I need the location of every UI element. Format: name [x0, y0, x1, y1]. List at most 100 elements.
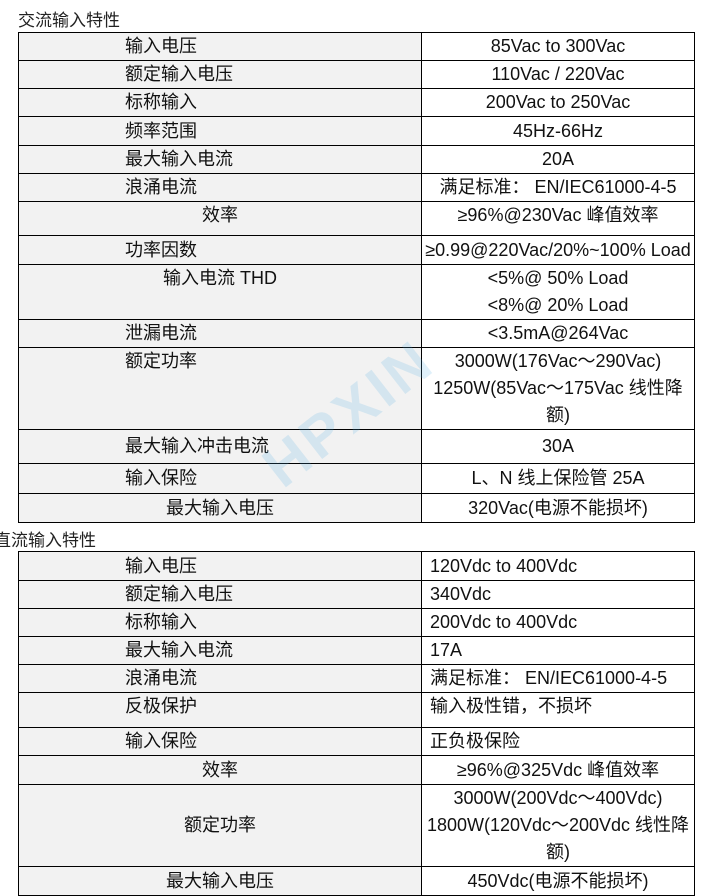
spec-value: ≥96%@325Vdc 峰值效率 [421, 755, 695, 785]
table-row: 效率 ≥96%@325Vdc 峰值效率 [18, 755, 695, 785]
table-row: 输入保险 L、N 线上保险管 25A [18, 463, 695, 494]
dc-section-title: 直流输入特性 [0, 531, 96, 551]
spec-value-line: ≥0.99@220Vac/20%~100% Load [425, 239, 691, 260]
table-row: 最大输入冲击电流 30A [18, 429, 695, 464]
spec-label: 浪涌电流 [18, 173, 422, 202]
spec-value: L、N 线上保险管 25A [421, 463, 695, 494]
table-row: 浪涌电流 满足标准： EN/IEC61000-4-5 [18, 664, 695, 693]
spec-value: ≥96%@230Vac 峰值效率 [421, 201, 695, 236]
spec-value-line: 3000W(176Vac～290Vac) [454, 351, 662, 371]
spec-value: 17A [421, 636, 695, 665]
spec-value-line: 200Vac to 250Vac [485, 92, 631, 112]
spec-label: 最大输入电流 [18, 145, 422, 174]
table-row: 额定输入电压 110Vac / 220Vac [18, 60, 695, 89]
table-row: 额定功率 3000W(200Vdc～400Vdc) 1800W(120Vdc～200… [18, 784, 695, 867]
spec-value: 85Vac to 300Vac [421, 32, 695, 61]
spec-value: 45Hz-66Hz [421, 116, 695, 146]
spec-value: 110Vac / 220Vac [421, 60, 695, 89]
spec-label: 最大输入电压 [18, 866, 422, 896]
spec-value: 输入极性错，不损坏 [421, 692, 695, 728]
spec-label: 效率 [18, 201, 422, 236]
spec-value-line: 200Vdc to 400Vdc [430, 612, 578, 632]
spec-label: 效率 [18, 755, 422, 785]
spec-label: 功率因数 [18, 235, 422, 265]
spec-label: 泄漏电流 [18, 319, 422, 348]
spec-value-line: ≥96%@325Vdc 峰值效率 [456, 759, 660, 780]
spec-value-line: 30A [541, 436, 575, 456]
spec-value: 200Vac to 250Vac [421, 88, 695, 117]
spec-label: 标称输入 [18, 88, 422, 117]
spec-value: 20A [421, 145, 695, 174]
spec-value-line: 正负极保险 [430, 731, 520, 751]
spec-label: 额定功率 [18, 784, 422, 867]
spec-value: 340Vdc [421, 580, 695, 609]
spec-value: 满足标准： EN/IEC61000-4-5 [421, 664, 695, 693]
spec-value-line: 满足标准： EN/IEC61000-4-5 [430, 668, 668, 688]
spec-value-line: 45Hz-66Hz [512, 120, 604, 141]
spec-label: 输入保险 [18, 727, 422, 756]
spec-value-line: 110Vac / 220Vac [491, 64, 625, 84]
spec-value-line: 17A [430, 640, 463, 660]
table-row: 最大输入电压 320Vac(电源不能损坏) [18, 493, 695, 523]
spec-value: <3.5mA@264Vac [421, 319, 695, 348]
spec-value-line: <3.5mA@264Vac [487, 323, 629, 343]
spec-value-line: 1800W(120Vdc～200Vdc 线性降额) [426, 815, 690, 862]
spec-value: 满足标准： EN/IEC61000-4-5 [421, 173, 695, 202]
spec-value-line: L、N 线上保险管 25A [471, 468, 645, 488]
table-row: 额定输入电压 340Vdc [18, 580, 695, 609]
spec-label: 最大输入电流 [18, 636, 422, 665]
spec-value-line: 3000W(200Vdc～400Vdc) [453, 788, 663, 808]
spec-value-line: 320Vac(电源不能损坏) [468, 497, 648, 518]
spec-label: 最大输入电压 [18, 493, 422, 523]
spec-value: 120Vdc to 400Vdc [421, 551, 695, 581]
table-row: 频率范围 45Hz-66Hz [18, 116, 695, 146]
spec-value: 3000W(176Vac～290Vac) 1250W(85Vac～175Vac 线… [421, 347, 695, 430]
spec-label: 输入保险 [18, 463, 422, 494]
table-row: 功率因数 ≥0.99@220Vac/20%~100% Load [18, 235, 695, 265]
spec-label: 额定功率 [18, 347, 422, 430]
spec-value-line: 输入极性错，不损坏 [430, 696, 592, 716]
spec-value: 正负极保险 [421, 727, 695, 756]
table-row: 额定功率 3000W(176Vac～290Vac) 1250W(85Vac～175V… [18, 347, 695, 430]
spec-label: 标称输入 [18, 608, 422, 637]
table-row: 最大输入电流 17A [18, 636, 695, 665]
spec-value-line: 340Vdc [430, 584, 492, 604]
table-row: 标称输入 200Vac to 250Vac [18, 88, 695, 117]
table-row: 反极保护 输入极性错，不损坏 [18, 692, 695, 728]
spec-value-line: <8%@ 20% Load [487, 295, 629, 315]
spec-value: 3000W(200Vdc～400Vdc) 1800W(120Vdc～200Vdc … [421, 784, 695, 867]
ac-input-spec-table: 输入电压 85Vac to 300Vac 额定输入电压 110Vac / 220Vac… [18, 32, 695, 523]
spec-value-line: 满足标准： EN/IEC61000-4-5 [439, 177, 677, 197]
table-row: 最大输入电压 450Vdc(电源不能损坏) [18, 866, 695, 896]
table-row: 最大输入电流 20A [18, 145, 695, 174]
table-row: 输入电压 85Vac to 300Vac [18, 32, 695, 61]
table-row: 泄漏电流 <3.5mA@264Vac [18, 319, 695, 348]
spec-value: 200Vdc to 400Vdc [421, 608, 695, 637]
spec-label: 反极保护 [18, 692, 422, 728]
spec-label: 输入电压 [18, 32, 422, 61]
spec-value-line: 1250W(85Vac～175Vac 线性降额) [433, 378, 683, 425]
table-row: 输入电流 THD <5%@ 50% Load <8%@ 20% Load [18, 264, 695, 320]
spec-value-line: 85Vac to 300Vac [490, 36, 626, 56]
spec-value: <5%@ 50% Load <8%@ 20% Load [421, 264, 695, 320]
spec-value-line: 120Vdc to 400Vdc [430, 555, 578, 576]
table-row: 输入电压 120Vdc to 400Vdc [18, 551, 695, 581]
table-row: 效率 ≥96%@230Vac 峰值效率 [18, 201, 695, 236]
spec-value: 30A [421, 429, 695, 464]
ac-section-title: 交流输入特性 [18, 11, 120, 31]
spec-label: 输入电流 THD [18, 264, 422, 320]
spec-value-line: ≥96%@230Vac 峰值效率 [457, 205, 659, 225]
table-row: 输入保险 正负极保险 [18, 727, 695, 756]
table-row: 标称输入 200Vdc to 400Vdc [18, 608, 695, 637]
spec-label: 额定输入电压 [18, 580, 422, 609]
spec-value: ≥0.99@220Vac/20%~100% Load [421, 235, 695, 265]
spec-value: 450Vdc(电源不能损坏) [421, 866, 695, 896]
spec-value: 320Vac(电源不能损坏) [421, 493, 695, 523]
spec-value-line: 450Vdc(电源不能损坏) [467, 870, 649, 891]
spec-label: 额定输入电压 [18, 60, 422, 89]
spec-label: 输入电压 [18, 551, 422, 581]
table-row: 浪涌电流 满足标准： EN/IEC61000-4-5 [18, 173, 695, 202]
spec-value-line: <5%@ 50% Load [487, 268, 629, 288]
spec-value-line: 20A [541, 149, 575, 169]
dc-input-spec-table: 输入电压 120Vdc to 400Vdc 额定输入电压 340Vdc 标称输入 200V… [18, 551, 695, 896]
